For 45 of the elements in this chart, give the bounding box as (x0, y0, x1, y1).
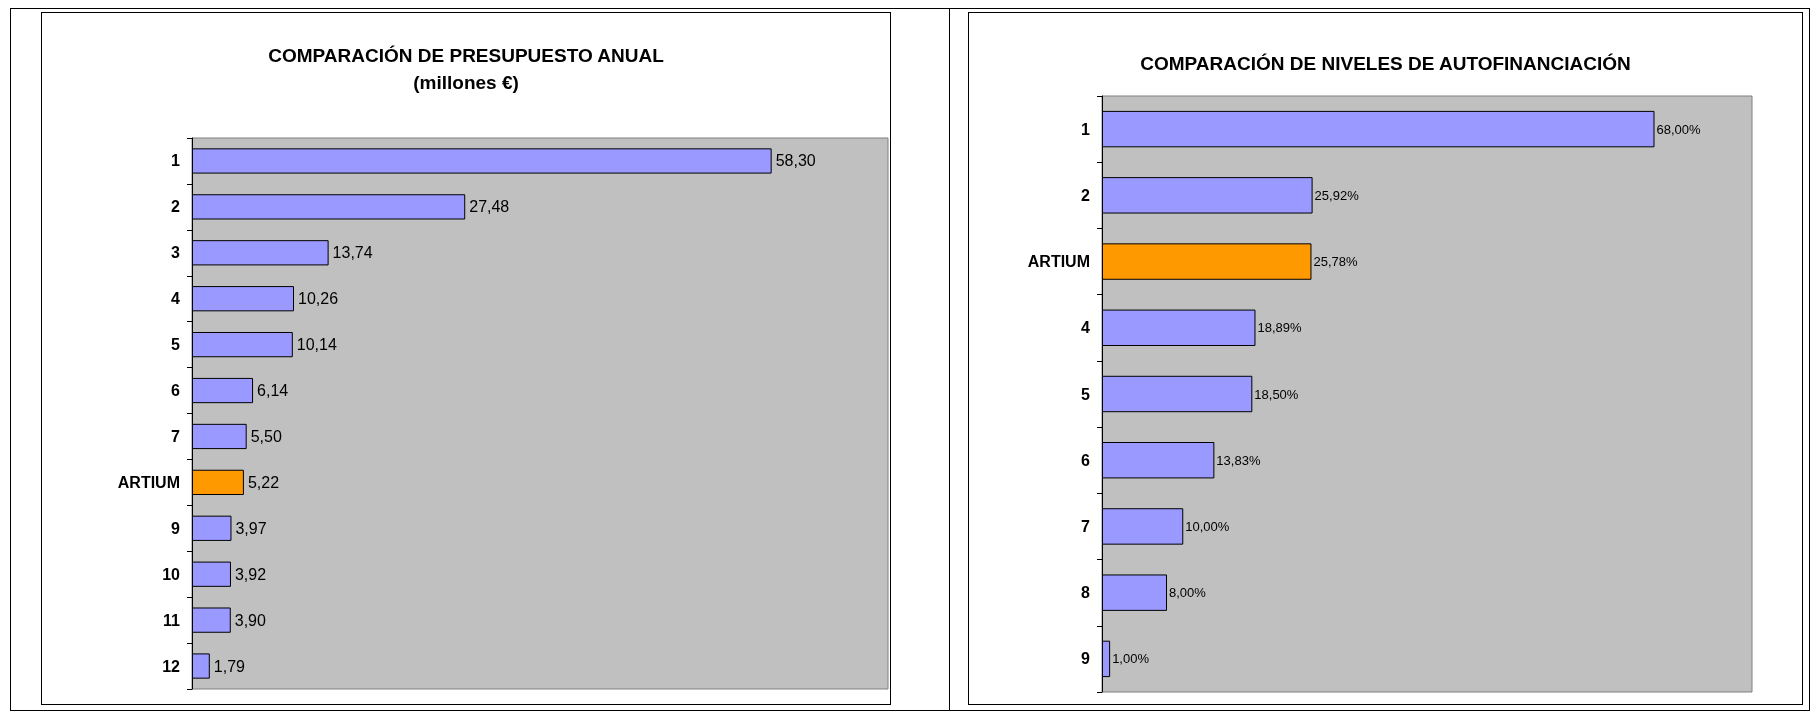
data-label: 25,92% (1314, 187, 1360, 203)
chart-title: COMPARACIÓN DE NIVELES DE AUTOFINANCIACIÓN (1140, 53, 1631, 74)
y-tick-label: 4 (1081, 319, 1091, 337)
data-label: 18,50% (1254, 386, 1299, 402)
y-tick-label: 5 (171, 336, 181, 354)
data-label: 27,48 (469, 198, 510, 216)
data-label: 25,78% (1313, 254, 1358, 270)
data-label: 18,89% (1257, 320, 1303, 336)
y-tick-label: 11 (163, 611, 181, 629)
y-tick-label: 12 (162, 657, 181, 675)
data-label: 13,74 (332, 244, 373, 262)
y-tick-label: 1 (1081, 120, 1091, 138)
y-tick-label: 3 (171, 244, 181, 262)
data-label: 5,22 (247, 473, 280, 491)
chart-title: COMPARACIÓN DE PRESUPUESTO ANUAL (268, 45, 665, 66)
data-label: 5,50 (250, 427, 282, 445)
data-label: 3,92 (234, 565, 267, 583)
y-tick-label: 4 (171, 290, 181, 308)
data-label: 10,14 (296, 336, 337, 354)
y-tick-label: 8 (1081, 584, 1091, 602)
y-tick-label: 7 (171, 427, 181, 445)
y-tick-label: 5 (1081, 385, 1091, 403)
y-tick-label: ARTIUM (117, 473, 180, 491)
data-label: 1,00% (1112, 651, 1150, 667)
data-label: 10,26 (298, 290, 339, 308)
y-tick-label: 6 (1081, 451, 1091, 469)
chart-subtitle: (millones €) (413, 72, 519, 93)
data-label: 58,30 (775, 152, 816, 170)
y-tick-label: 10 (162, 565, 181, 583)
data-label: 68,00% (1656, 121, 1702, 137)
data-label: 6,14 (257, 382, 289, 400)
y-tick-label: 2 (171, 198, 181, 216)
y-tick-label: 9 (171, 519, 181, 537)
data-label: 3,90 (234, 611, 267, 629)
y-tick-label: 2 (1081, 186, 1091, 204)
y-tick-label: ARTIUM (1027, 253, 1090, 271)
y-tick-label: 7 (1081, 517, 1091, 535)
y-tick-label: 6 (171, 382, 181, 400)
data-label: 8,00% (1169, 585, 1207, 601)
data-label: 3,97 (235, 519, 267, 537)
data-label: 1,79 (213, 657, 246, 675)
y-tick-label: 1 (171, 152, 181, 170)
y-tick-label: 9 (1081, 650, 1091, 668)
data-label: 13,83% (1216, 452, 1261, 468)
data-label: 10,00% (1185, 518, 1230, 534)
